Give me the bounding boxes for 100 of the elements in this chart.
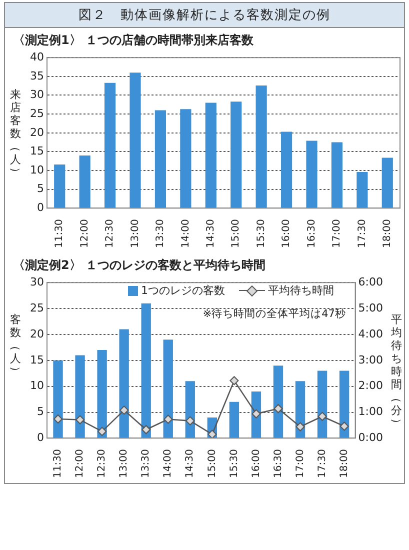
x-tick-label: 15:30	[228, 449, 240, 478]
point	[274, 404, 283, 414]
y-axis-title: 来店客数（人）	[9, 88, 22, 179]
bar	[356, 172, 368, 208]
point	[54, 414, 63, 424]
y-tick-label: 0	[36, 431, 44, 444]
bar	[273, 366, 284, 438]
bar	[229, 402, 240, 438]
y-tick-label: 25	[30, 301, 44, 314]
x-tick-label: 14:30	[184, 449, 196, 478]
point	[208, 430, 217, 438]
bar	[141, 303, 151, 438]
x-tick-label: 16:30	[306, 219, 318, 248]
y2-tick-label: 1:00	[358, 405, 383, 418]
bar	[75, 355, 85, 438]
x-tick-label: 13:00	[118, 449, 130, 478]
point	[252, 409, 261, 418]
bar	[256, 85, 267, 208]
y-tick-label: 30	[30, 88, 44, 102]
y-tick-label: 35	[30, 69, 44, 82]
x-tick-label: 12:30	[96, 449, 108, 478]
x-tick-label: 15:00	[206, 449, 218, 478]
bar	[317, 370, 328, 438]
bar	[230, 102, 242, 208]
point	[76, 415, 85, 424]
point	[340, 422, 349, 431]
y2-tick-label: 4:00	[358, 327, 383, 340]
y-tick-label: 15	[30, 353, 44, 366]
text: 平均待ち時間（分）	[390, 313, 403, 429]
point	[186, 416, 195, 426]
x-tick-label: 18:00	[338, 449, 350, 478]
x-tick-label: 14:30	[205, 219, 216, 248]
x-tick-label: 12:00	[74, 449, 86, 478]
point	[296, 422, 305, 432]
x-tick-label: 14:00	[180, 219, 192, 248]
legend-label: 1つのレジの客数	[141, 283, 225, 298]
y2-tick-label: 5:00	[358, 301, 383, 314]
bar	[54, 164, 66, 208]
bar	[180, 109, 192, 208]
x-tick-label: 16:00	[250, 449, 262, 478]
y-tick-label: 15	[30, 144, 44, 158]
bar	[53, 360, 63, 438]
y-tick-label: 20	[30, 327, 44, 340]
x-tick-label: 11:30	[54, 219, 66, 248]
x-tick-label: 17:30	[316, 449, 328, 478]
point	[230, 376, 239, 386]
bar	[104, 82, 116, 208]
y-axis-title: 客数（人）	[9, 313, 22, 378]
point	[318, 412, 327, 421]
bar	[154, 110, 166, 208]
bar	[205, 102, 216, 208]
y-tick-label: 20	[30, 126, 44, 139]
point	[120, 406, 129, 415]
x-tick-label: 18:00	[382, 219, 393, 248]
x-tick-label: 15:00	[230, 219, 242, 248]
x-tick-label: 17:00	[332, 219, 343, 248]
point	[142, 425, 151, 434]
x-tick-label: 14:00	[162, 449, 174, 478]
annotation: ※待ち時間の全体平均は47秒	[202, 307, 346, 321]
x-tick-label: 12:00	[79, 219, 90, 248]
bar	[130, 72, 141, 208]
chart-subtitle: 〈測定例1〉 １つの店舗の時間帯別来店客数	[12, 32, 255, 48]
y-tick-label: 5	[36, 405, 44, 418]
y2-tick-label: 6:00	[358, 275, 383, 288]
x-tick-label: 17:30	[356, 219, 368, 248]
chart-title: 〈測定例2〉 １つのレジの客数と平均待ち時間	[12, 257, 267, 273]
y-tick-label: 25	[30, 106, 44, 120]
bar	[97, 350, 107, 438]
bar	[382, 158, 393, 208]
x-tick-label: 11:30	[52, 449, 64, 478]
bar	[119, 329, 129, 438]
bar	[163, 340, 173, 438]
x-tick-label: 13:30	[140, 449, 152, 478]
bar	[280, 132, 292, 208]
y-tick-label: 0	[36, 201, 44, 214]
x-tick-label: 13:00	[130, 219, 141, 248]
x-tick-label: 16:30	[272, 449, 284, 478]
y-tick-label: 10	[30, 163, 44, 176]
bar	[339, 370, 350, 438]
y2-tick-label: 0:00	[358, 431, 383, 444]
chart-title: 図２ 動体画像解析による客数測定の例	[5, 3, 404, 28]
x-tick-label: 16:00	[281, 219, 292, 248]
x-tick-label: 15:30	[256, 219, 267, 248]
y-tick-label: 5	[36, 182, 44, 196]
bar	[295, 381, 306, 438]
y2-tick-label: 2:00	[358, 379, 383, 392]
y-tick-label: 30	[30, 275, 44, 288]
y2-tick-label: 3:00	[358, 353, 383, 366]
y-tick-label: 40	[30, 50, 44, 64]
y-tick-label: 10	[30, 379, 44, 392]
x-tick-label: 13:30	[155, 219, 166, 248]
point	[164, 414, 173, 424]
point	[98, 426, 107, 436]
bar	[306, 140, 318, 208]
bar	[185, 381, 195, 438]
x-tick-label: 17:00	[294, 449, 306, 478]
bar	[331, 142, 343, 208]
x-tick-label: 12:30	[104, 219, 116, 248]
legend-label: 平均待ち時間	[268, 283, 334, 298]
bar	[79, 155, 90, 208]
